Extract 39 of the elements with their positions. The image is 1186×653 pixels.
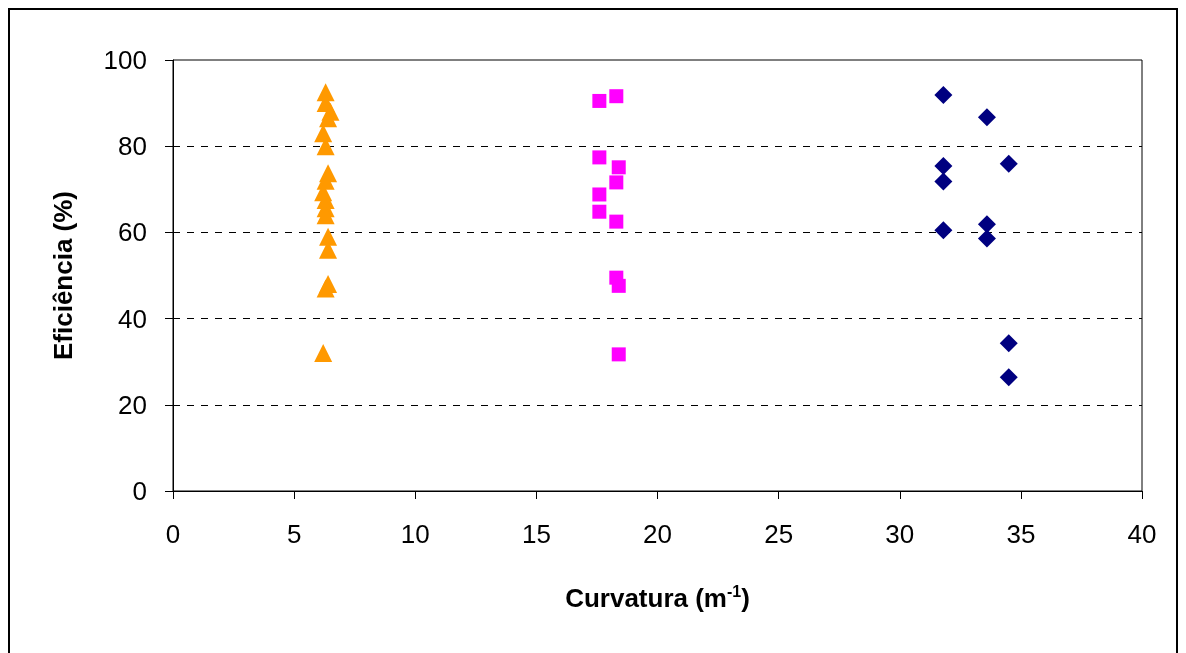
x-tick-label: 35: [1006, 519, 1036, 549]
x-tick-label: 10: [400, 519, 430, 549]
point: [934, 221, 953, 240]
point: [592, 93, 607, 108]
point: [999, 154, 1018, 173]
y-tick-label: 60: [118, 217, 147, 248]
point: [609, 89, 624, 104]
point: [977, 215, 996, 234]
point: [609, 214, 624, 229]
point: [999, 334, 1018, 353]
point: [934, 157, 953, 176]
point: [611, 347, 626, 362]
point: [611, 160, 626, 175]
x-tick-label: 25: [764, 519, 794, 549]
point: [316, 279, 335, 298]
x-tick-label: 15: [521, 519, 551, 549]
y-tick-label: 0: [132, 476, 147, 506]
x-tick-label: 5: [286, 519, 302, 549]
point: [592, 187, 607, 202]
y-tick-label: 20: [118, 389, 147, 420]
point: [611, 278, 626, 293]
point: [319, 227, 338, 246]
point: [592, 150, 607, 165]
y-tick-label: 80: [118, 131, 147, 162]
point: [977, 108, 996, 127]
x-tick-label: 0: [165, 519, 181, 549]
y-axis-title: Eficiência (%): [48, 190, 78, 361]
x-tick-label: 30: [885, 519, 915, 549]
point: [934, 172, 953, 191]
point: [592, 204, 607, 219]
point: [977, 229, 996, 248]
point: [609, 175, 624, 190]
x-tick-label: 40: [1127, 519, 1157, 549]
y-tick-label: 40: [118, 303, 147, 334]
point: [999, 368, 1018, 387]
point: [314, 344, 333, 363]
x-tick-label: 20: [643, 519, 672, 549]
y-tick-label: 100: [103, 45, 147, 75]
point: [934, 85, 953, 104]
